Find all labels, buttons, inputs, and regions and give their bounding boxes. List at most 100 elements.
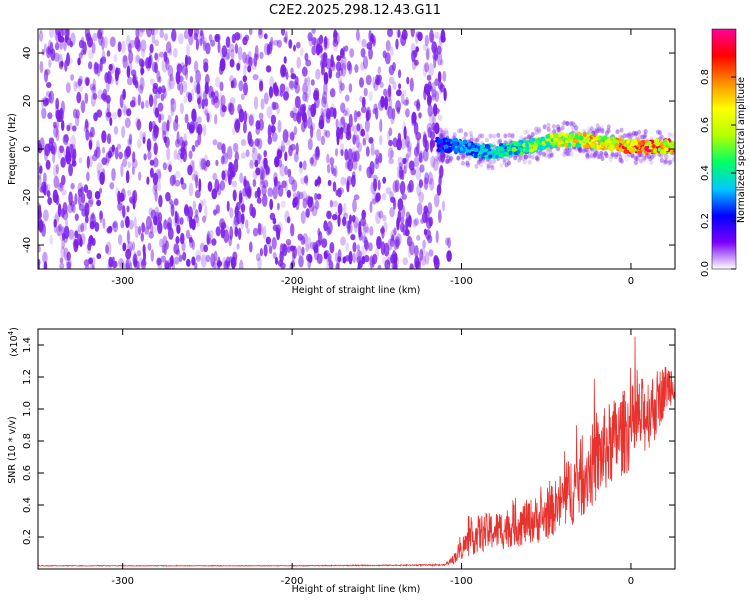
signal-halo: [571, 145, 576, 151]
noise-speckle: [424, 62, 429, 73]
noise-speckle: [86, 155, 90, 169]
noise-speckle: [243, 82, 248, 96]
noise-speckle: [346, 60, 352, 71]
noise-speckle: [302, 82, 308, 95]
noise-speckle: [255, 167, 261, 176]
noise-speckle: [372, 174, 378, 183]
noise-speckle: [321, 238, 328, 249]
signal-halo: [655, 129, 660, 135]
noise-speckle: [60, 246, 65, 258]
noise-speckle: [63, 225, 70, 239]
spectrogram-marks: [38, 29, 675, 269]
noise-speckle: [53, 176, 60, 189]
noise-speckle: [177, 81, 181, 91]
noise-speckle: [112, 222, 117, 229]
noise-speckle: [189, 121, 196, 134]
signal-halo: [618, 154, 623, 160]
noise-speckle: [417, 31, 423, 42]
noise-speckle: [311, 45, 317, 56]
noise-speckle: [127, 161, 131, 169]
signal-halo: [622, 133, 627, 139]
noise-speckle: [268, 245, 273, 254]
noise-speckle: [346, 220, 351, 230]
noise-speckle: [158, 113, 162, 124]
signal-point: [634, 141, 639, 146]
noise-speckle: [150, 209, 156, 220]
noise-speckle: [149, 167, 154, 178]
noise-speckle: [212, 95, 219, 104]
signal-point: [495, 154, 499, 159]
noise-speckle: [431, 93, 436, 101]
noise-speckle: [262, 225, 267, 240]
noise-speckle: [300, 47, 304, 57]
noise-speckle: [153, 142, 158, 155]
noise-speckle: [210, 39, 216, 47]
noise-speckle: [374, 149, 380, 156]
noise-speckle: [146, 29, 153, 38]
noise-speckle: [305, 243, 309, 253]
noise-speckle: [335, 262, 340, 269]
signal-halo: [546, 149, 551, 155]
noise-speckle: [368, 242, 373, 252]
noise-speckle: [396, 165, 403, 173]
noise-speckle: [166, 119, 170, 132]
noise-speckle: [55, 127, 60, 142]
noise-speckle: [326, 226, 331, 236]
colorbar-label: Normalized spectral amplitude: [736, 77, 747, 223]
noise-speckle: [273, 176, 278, 188]
noise-speckle: [229, 43, 235, 53]
noise-speckle: [80, 100, 86, 114]
noise-speckle: [410, 29, 415, 38]
signal-halo: [599, 150, 604, 156]
noise-speckle: [377, 66, 382, 75]
noise-speckle: [425, 229, 431, 240]
noise-speckle: [311, 29, 316, 34]
signal-point: [671, 141, 675, 145]
noise-speckle: [378, 210, 384, 219]
noise-speckle: [191, 159, 196, 174]
noise-speckle: [337, 203, 343, 216]
signal-halo: [504, 162, 509, 168]
noise-speckle: [225, 260, 231, 267]
noise-speckle: [83, 259, 90, 267]
spectrogram-x-tick-label: 0: [628, 276, 634, 287]
signal-halo: [477, 133, 482, 139]
noise-speckle: [349, 222, 353, 234]
noise-speckle: [101, 36, 105, 51]
signal-halo: [627, 133, 632, 138]
signal-halo: [630, 153, 635, 159]
noise-speckle: [165, 57, 170, 65]
noise-speckle: [365, 226, 370, 234]
signal-halo: [535, 152, 540, 157]
signal-halo: [503, 133, 508, 139]
signal-point: [545, 138, 551, 142]
signal-halo: [595, 150, 600, 156]
signal-point: [573, 138, 578, 144]
noise-speckle: [419, 249, 424, 261]
noise-speckle: [84, 202, 88, 211]
signal-point: [518, 147, 522, 151]
signal-point: [663, 142, 669, 147]
noise-speckle: [317, 228, 321, 237]
noise-speckle: [384, 96, 388, 110]
noise-speckle: [194, 189, 201, 199]
noise-speckle: [330, 103, 335, 116]
noise-speckle: [322, 109, 327, 117]
noise-speckle: [128, 219, 134, 230]
noise-speckle: [38, 217, 41, 231]
noise-speckle: [238, 227, 242, 240]
noise-speckle: [126, 65, 131, 78]
noise-speckle: [201, 198, 207, 207]
noise-speckle: [117, 202, 123, 211]
noise-speckle: [271, 132, 278, 142]
noise-speckle: [364, 254, 370, 263]
noise-speckle: [375, 154, 380, 165]
signal-halo: [600, 129, 605, 134]
signal-point: [545, 141, 551, 146]
noise-speckle: [289, 131, 295, 141]
signal-halo: [468, 131, 473, 136]
noise-speckle: [433, 47, 439, 62]
noise-speckle: [353, 194, 360, 201]
noise-speckle: [280, 262, 286, 269]
colorbar-tick-label: 0.6: [700, 117, 711, 133]
